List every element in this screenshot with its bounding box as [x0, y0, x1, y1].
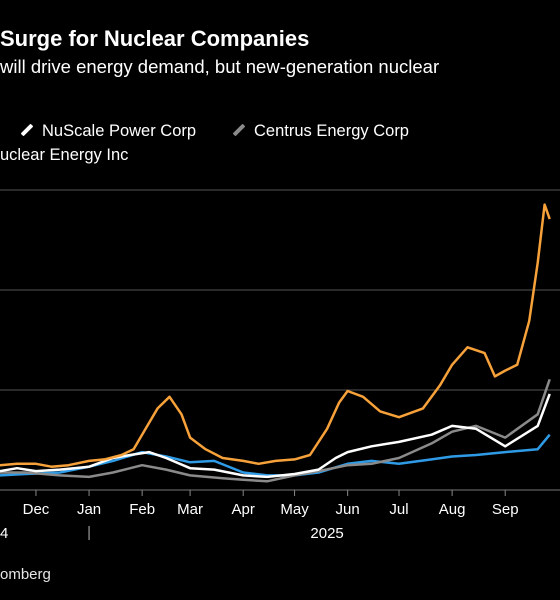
- year-label: 24: [0, 525, 8, 542]
- chart-title: Surge for Nuclear Companies: [0, 26, 310, 51]
- x-tick-label: Jun: [336, 501, 360, 518]
- legend-item-nuclear-energy: uclear Energy Inc: [0, 146, 128, 165]
- source-note: omberg: [0, 566, 51, 583]
- legend-label-centrus: Centrus Energy Corp: [254, 122, 409, 140]
- x-tick-label: Jul: [389, 501, 408, 518]
- series-line-4: [0, 433, 551, 477]
- legend-label-nuclear-energy: uclear Energy Inc: [0, 146, 129, 164]
- series-line-3: [0, 378, 551, 483]
- legend-item-centrus: Centrus Energy Corp: [232, 122, 409, 141]
- gridlines: [0, 189, 560, 491]
- legend: NuScale Power Corp Centrus Energy Corp u…: [0, 116, 560, 176]
- x-tick-label: May: [280, 501, 309, 518]
- x-tick-label: Apr: [232, 501, 255, 518]
- x-tick-label: Mar: [177, 501, 203, 518]
- year-label: 2025: [310, 525, 343, 542]
- series-line-2: [0, 393, 551, 479]
- x-tick-label: Sep: [492, 501, 519, 518]
- x-tick-label: Jan: [77, 501, 101, 518]
- x-tick-label: Aug: [439, 501, 466, 518]
- legend-label-nuscale: NuScale Power Corp: [42, 122, 197, 140]
- x-tick-label: Dec: [23, 501, 50, 518]
- legend-item-nuscale: NuScale Power Corp: [20, 122, 196, 141]
- chart-subtitle: will drive energy demand, but new-genera…: [0, 56, 440, 77]
- series-line-1: [0, 203, 551, 468]
- x-axis-ticks: Dec Jan Feb Mar Apr May Jun Jul Aug Sep 24 2025: [0, 490, 519, 542]
- x-tick-label: Feb: [129, 501, 155, 518]
- series-lines: [0, 203, 551, 483]
